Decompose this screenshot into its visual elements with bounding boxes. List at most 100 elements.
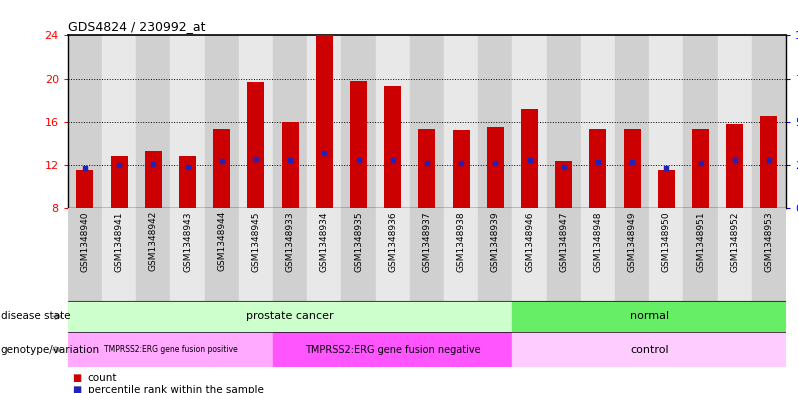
Bar [547, 208, 581, 301]
Bar [68, 301, 512, 332]
Text: GSM1348935: GSM1348935 [354, 211, 363, 272]
Text: GSM1348952: GSM1348952 [730, 211, 739, 272]
Bar [521, 109, 538, 208]
Text: GSM1348934: GSM1348934 [320, 211, 329, 272]
Text: GSM1348947: GSM1348947 [559, 211, 568, 272]
Text: count: count [88, 373, 117, 384]
Bar [213, 129, 231, 208]
Bar [512, 301, 786, 332]
Text: GSM1348944: GSM1348944 [217, 211, 226, 272]
Bar [615, 208, 650, 301]
Text: TMPRSS2:ERG gene fusion negative: TMPRSS2:ERG gene fusion negative [305, 345, 480, 355]
Bar [478, 35, 512, 208]
Text: GSM1348938: GSM1348938 [456, 211, 465, 272]
Bar [68, 35, 102, 208]
Bar [410, 208, 444, 301]
Bar [136, 35, 171, 208]
Text: GSM1348945: GSM1348945 [251, 211, 260, 272]
Bar [581, 35, 615, 208]
Bar [478, 208, 512, 301]
Text: ■: ■ [72, 373, 81, 384]
Bar [171, 208, 204, 301]
Bar [204, 35, 239, 208]
Text: GSM1348940: GSM1348940 [81, 211, 89, 272]
Text: GDS4824 / 230992_at: GDS4824 / 230992_at [68, 20, 205, 33]
Bar [752, 35, 786, 208]
Bar [68, 332, 273, 367]
Bar [581, 208, 615, 301]
Bar [273, 332, 512, 367]
Bar [171, 35, 204, 208]
Bar [102, 35, 136, 208]
Text: percentile rank within the sample: percentile rank within the sample [88, 385, 263, 393]
Text: genotype/variation: genotype/variation [1, 345, 100, 355]
Text: GSM1348943: GSM1348943 [183, 211, 192, 272]
Text: GSM1348950: GSM1348950 [662, 211, 671, 272]
Bar [77, 171, 93, 208]
Bar [658, 171, 675, 208]
Bar [247, 82, 264, 208]
Bar [136, 208, 171, 301]
Text: GSM1348936: GSM1348936 [389, 211, 397, 272]
Bar [273, 208, 307, 301]
Text: disease state: disease state [1, 311, 70, 321]
Bar [204, 208, 239, 301]
Bar [752, 208, 786, 301]
Text: GSM1348933: GSM1348933 [286, 211, 294, 272]
Bar [273, 35, 307, 208]
Bar [307, 35, 342, 208]
Bar [144, 151, 162, 208]
Bar [623, 129, 641, 208]
Bar [717, 208, 752, 301]
Bar [760, 116, 777, 208]
Bar [650, 208, 683, 301]
Text: TMPRSS2:ERG gene fusion positive: TMPRSS2:ERG gene fusion positive [104, 345, 237, 354]
Bar [68, 208, 102, 301]
Bar [410, 35, 444, 208]
Text: ■: ■ [72, 385, 81, 393]
Text: GSM1348951: GSM1348951 [696, 211, 705, 272]
Bar [444, 208, 478, 301]
Bar [102, 208, 136, 301]
Bar [452, 130, 470, 208]
Bar [683, 208, 717, 301]
Bar [555, 161, 572, 208]
Text: GSM1348941: GSM1348941 [115, 211, 124, 272]
Text: GSM1348937: GSM1348937 [422, 211, 432, 272]
Bar [512, 332, 786, 367]
Bar [444, 35, 478, 208]
Bar [342, 208, 376, 301]
Bar [547, 35, 581, 208]
Bar [650, 35, 683, 208]
Text: GSM1348939: GSM1348939 [491, 211, 500, 272]
Text: control: control [630, 345, 669, 355]
Bar [726, 124, 743, 208]
Bar [692, 129, 709, 208]
Bar [512, 208, 547, 301]
Bar [111, 156, 128, 208]
Bar [418, 129, 436, 208]
Bar [179, 156, 196, 208]
Bar [376, 35, 410, 208]
Bar [350, 81, 367, 208]
Bar [316, 35, 333, 208]
Text: GSM1348946: GSM1348946 [525, 211, 534, 272]
Bar [376, 208, 410, 301]
Bar [282, 122, 298, 208]
Bar [239, 35, 273, 208]
Bar [590, 129, 606, 208]
Bar [683, 35, 717, 208]
Bar [512, 35, 547, 208]
Text: GSM1348948: GSM1348948 [594, 211, 602, 272]
Bar [487, 127, 504, 208]
Bar [717, 35, 752, 208]
Bar [615, 35, 650, 208]
Bar [239, 208, 273, 301]
Text: GSM1348949: GSM1348949 [628, 211, 637, 272]
Text: normal: normal [630, 311, 669, 321]
Bar [342, 35, 376, 208]
Text: GSM1348942: GSM1348942 [149, 211, 158, 272]
Bar [384, 86, 401, 208]
Text: prostate cancer: prostate cancer [247, 311, 334, 321]
Bar [307, 208, 342, 301]
